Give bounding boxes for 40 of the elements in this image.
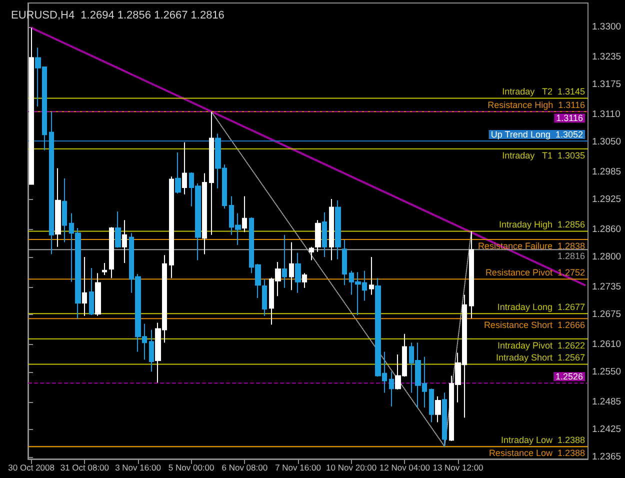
x-tick-label: 7 Nov 16:00 [275, 462, 322, 472]
y-tick-label: 1.2425 [592, 424, 622, 436]
ref-line-label: Up Trend Long 1.3052 [490, 130, 583, 140]
y-tick-label: 1.3175 [592, 78, 622, 90]
ref-line-label: Intraday T1 1.3035 [502, 150, 585, 160]
y-tick-label: 1.2735 [592, 281, 622, 292]
y-tick-label: 1.2365 [592, 452, 622, 463]
x-tick-label: 31 Oct 08:00 [60, 462, 110, 472]
ref-line-label: Intraday Short 1.2567 [496, 352, 585, 363]
y-tick-label: 1.3110 [592, 108, 620, 120]
ref-line-label: Resistance Pivot 1.2752 [485, 268, 585, 278]
y-tick-label: 1.2610 [592, 338, 622, 350]
x-tick-label: 30 Oct 2008 [8, 462, 55, 472]
ref-line-label: 1.3116 [556, 113, 583, 124]
x-tick-label: 6 Nov 08:00 [222, 462, 268, 472]
ref-line-label: Resistance Low 1.2388 [488, 448, 585, 458]
ref-line-label: Intraday Long 1.2677 [497, 302, 585, 312]
ref-line-label: 1.2526 [555, 372, 583, 382]
x-tick-label: 5 Nov 00:00 [168, 462, 215, 472]
y-tick-label: 1.3235 [592, 51, 622, 62]
x-tick-label: 3 Nov 16:00 [115, 462, 162, 472]
x-tick-label: 13 Nov 12:00 [432, 462, 484, 472]
y-tick-label: 1.2925 [592, 194, 622, 205]
ref-line-label: Intraday Pivot 1.2622 [497, 340, 585, 350]
y-tick-label: 1.3050 [592, 136, 622, 148]
y-tick-label: 1.2860 [592, 224, 622, 235]
ref-line-label: Intraday Low 1.2388 [500, 435, 585, 446]
y-tick-label: 1.2800 [592, 252, 622, 262]
y-tick-label: 1.3300 [592, 21, 622, 32]
ref-line-label: 1.2816 [557, 251, 585, 262]
ref-line-label: Intraday High 1.2856 [498, 220, 585, 230]
ref-line-label: Resistance High 1.3116 [488, 100, 585, 110]
y-tick-label: 1.2675 [592, 309, 622, 320]
y-tick-label: 1.2550 [592, 366, 622, 378]
ref-line-label: Intraday T2 1.3145 [502, 86, 585, 97]
ref-line-label: Resistance Short 1.2666 [484, 320, 585, 330]
y-tick-label: 1.2985 [592, 166, 622, 178]
y-tick-label: 1.2485 [592, 396, 622, 408]
x-tick-label: 10 Nov 20:00 [326, 462, 377, 472]
x-tick-label: 12 Nov 04:00 [379, 462, 430, 472]
